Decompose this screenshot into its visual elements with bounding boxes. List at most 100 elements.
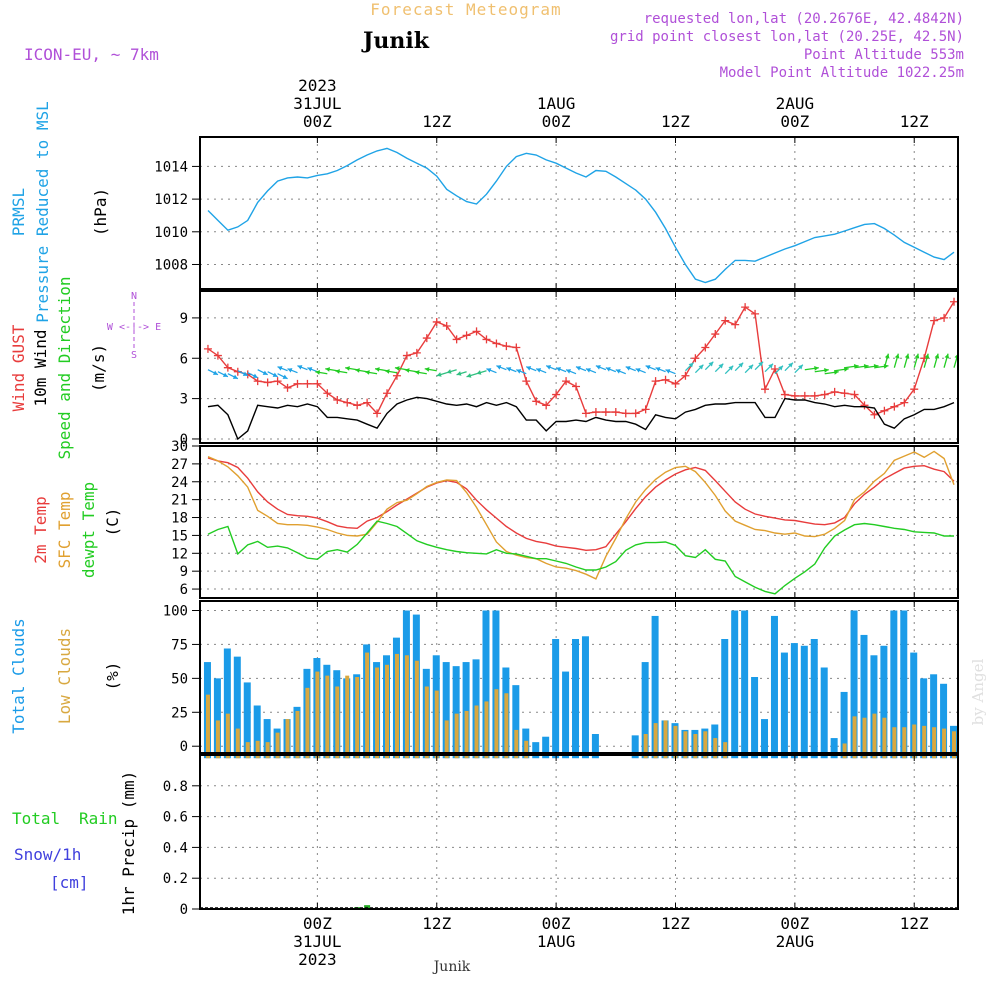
low-cloud-bar <box>524 740 529 759</box>
total-cloud-bar <box>641 662 649 759</box>
wind-arrow-head <box>272 372 278 377</box>
time-label-bottom: 00Z <box>303 914 332 933</box>
wind-arrow-head <box>655 367 661 372</box>
wind-arrow-head <box>394 366 400 371</box>
gust-marker <box>482 335 491 344</box>
wind-ylabel-10m: 10m Wind <box>31 329 50 406</box>
low-cloud-bar <box>345 675 350 759</box>
gust-marker <box>930 316 939 325</box>
precip-total-label: Total <box>12 809 60 828</box>
wind-arrow-head <box>645 365 651 370</box>
gust-marker <box>701 343 710 352</box>
wind-arrow-head <box>758 361 764 367</box>
series-line-sfc-temp <box>207 450 955 580</box>
total-cloud-bar <box>860 634 868 759</box>
footer-station: Junik <box>432 959 471 975</box>
total-cloud-bar <box>930 674 938 759</box>
gust-marker <box>731 320 740 329</box>
precip-snow-label: Snow/1h <box>14 845 81 864</box>
time-label-bottom: 31JUL <box>293 932 341 951</box>
point-altitude: Point Altitude 553m <box>804 47 964 63</box>
gust-marker <box>293 379 302 388</box>
gust-marker <box>810 391 819 400</box>
wind-arrow-head <box>585 368 591 373</box>
wind-arrow-head <box>778 365 783 371</box>
total-cloud-bar <box>492 610 500 759</box>
series-line-prmsl <box>207 147 955 284</box>
low-cloud-bar <box>305 687 310 759</box>
low-cloud-bar <box>484 701 489 759</box>
gust-marker <box>601 408 610 417</box>
wind-arrow-head <box>625 366 631 371</box>
wind-arrow-head <box>536 368 542 373</box>
gust-marker <box>890 402 899 411</box>
low-cloud-bar <box>235 728 240 759</box>
total-cloud-bar <box>870 655 878 759</box>
total-cloud-bar <box>223 648 231 759</box>
precip-rain-label: Rain <box>79 809 118 828</box>
gust-marker <box>283 383 292 392</box>
gust-marker <box>383 389 392 398</box>
gust-marker <box>611 408 620 417</box>
y-tick-label: 1012 <box>154 192 188 208</box>
gust-marker <box>631 409 640 418</box>
wind-arrow-head <box>242 371 248 376</box>
temp-ylabel-dewpt: dewpt Temp <box>79 482 98 578</box>
time-label-top: 1AUG <box>537 94 576 113</box>
low-cloud-bar <box>653 723 658 759</box>
wind-arrow-head <box>375 367 380 372</box>
time-label-top: 31JUL <box>293 94 341 113</box>
wind-arrow-head <box>698 364 704 370</box>
wind-arrow-head <box>546 365 552 370</box>
gust-marker <box>552 390 561 399</box>
total-cloud-bar <box>880 645 888 759</box>
gust-marker <box>621 409 630 418</box>
gust-marker <box>770 365 779 374</box>
low-cloud-bar <box>862 717 867 759</box>
wind-arrow-head <box>315 370 321 375</box>
wind-arrow-head <box>506 367 512 372</box>
total-cloud-bar <box>850 610 858 759</box>
y-tick-label: 1008 <box>154 257 188 273</box>
gust-marker <box>711 330 720 339</box>
panel-frame <box>199 600 959 754</box>
total-cloud-bar <box>830 738 838 759</box>
low-cloud-bar <box>335 686 340 759</box>
gust-marker <box>562 377 571 386</box>
total-cloud-bar <box>462 662 470 759</box>
time-label-bottom: 12Z <box>422 914 451 933</box>
pressure-ylabel-1: PRMSL <box>9 188 28 236</box>
gust-marker <box>253 377 262 386</box>
gust-marker <box>671 379 680 388</box>
total-cloud-bar <box>780 652 788 759</box>
low-cloud-bar <box>693 734 698 759</box>
wind-arrow-head <box>768 363 774 369</box>
low-cloud-bar <box>872 713 877 759</box>
y-tick-label: 3 <box>180 392 188 408</box>
temp-ylabel-sfc: SFC Temp <box>55 491 74 568</box>
low-cloud-bar <box>355 677 360 759</box>
low-cloud-bar <box>902 727 907 759</box>
wind-arrow-head <box>556 367 562 372</box>
panel-frame <box>199 290 959 444</box>
clouds-ylabel-total: Total Clouds <box>9 618 28 734</box>
wind-arrow-head <box>914 353 920 359</box>
low-cloud-bar <box>723 742 728 759</box>
total-cloud-bar <box>233 656 241 759</box>
series-line-wind-gust <box>207 301 955 416</box>
gust-marker <box>223 363 232 372</box>
low-cloud-bar <box>494 689 499 759</box>
gust-marker <box>741 303 750 312</box>
total-cloud-bar <box>761 719 769 759</box>
model-altitude: Model Point Altitude 1022.25m <box>720 65 964 81</box>
requested-coords: requested lon,lat (20.2676E, 42.4842N) <box>644 11 964 27</box>
wind-arrow-head <box>404 368 410 373</box>
time-label-top: 00Z <box>780 112 809 131</box>
low-cloud-bar <box>952 731 957 759</box>
gust-marker <box>840 389 849 398</box>
gust-marker <box>412 348 421 357</box>
y-tick-label: 0 <box>180 432 188 448</box>
wind-arrow-head <box>798 364 803 370</box>
y-tick-label: 75 <box>171 637 188 653</box>
low-cloud-bar <box>444 720 449 759</box>
